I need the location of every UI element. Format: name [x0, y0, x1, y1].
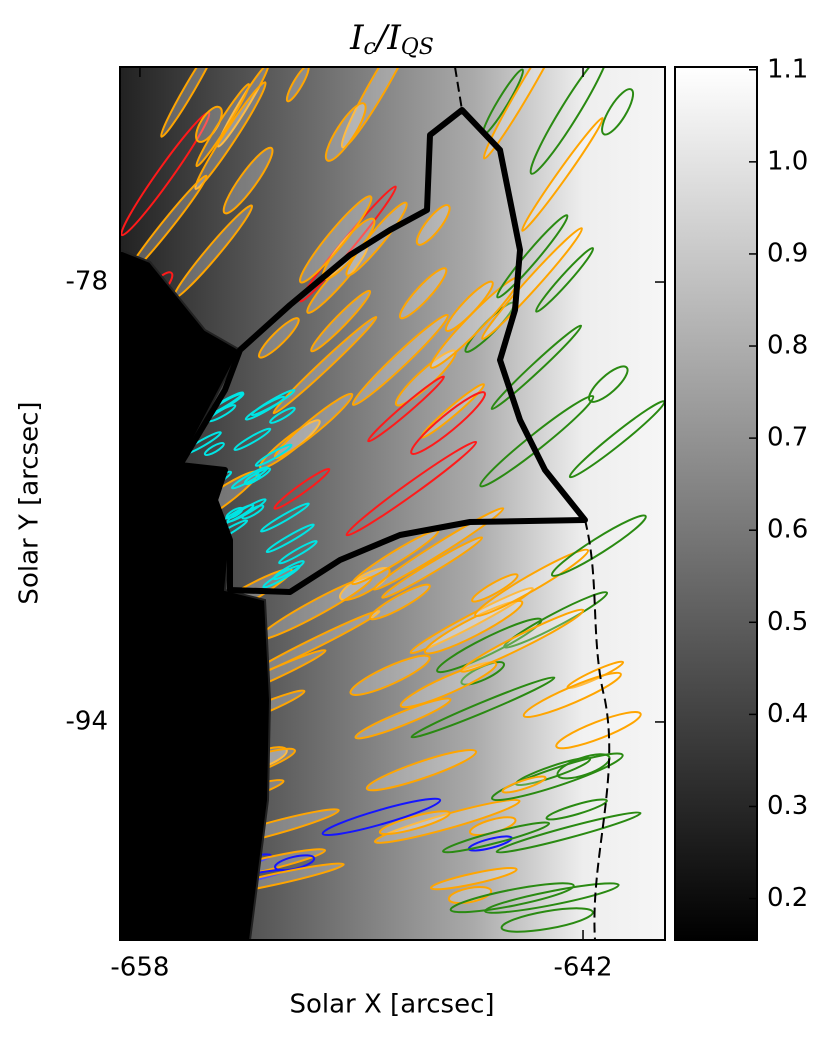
- colorbar-tick-label: 0.8: [767, 331, 808, 361]
- contour: [398, 267, 448, 320]
- contour: [195, 83, 251, 168]
- y-tick-label: -78: [66, 267, 108, 297]
- contour: [324, 102, 367, 162]
- title-part: c: [364, 35, 376, 60]
- contour: [410, 676, 556, 739]
- contour: [278, 540, 318, 565]
- intensity-map: [120, 67, 665, 940]
- colorbar-tick-label: 1.0: [767, 146, 808, 176]
- plot-frame: [119, 66, 666, 941]
- chart-title: Ic/IQS: [349, 18, 434, 60]
- contour: [338, 567, 391, 601]
- colorbar-tick-label: 1.1: [767, 54, 808, 84]
- contour: [272, 315, 378, 415]
- contour: [365, 748, 478, 792]
- contour: [265, 523, 315, 554]
- contour: [521, 117, 604, 232]
- contour: [471, 573, 519, 603]
- contour: [490, 324, 583, 410]
- contour: [529, 67, 610, 175]
- colorbar-tick-label: 0.7: [767, 423, 808, 453]
- contour: [410, 391, 487, 455]
- contour: [436, 617, 543, 674]
- colorbar-tick-label: 0.9: [767, 238, 808, 268]
- colorbar: [674, 66, 758, 941]
- contour: [373, 798, 521, 844]
- contour: [354, 697, 452, 740]
- title-part: /I: [373, 18, 401, 58]
- contour: [372, 507, 505, 591]
- colorbar-tick-label: 0.6: [767, 515, 808, 545]
- contour: [500, 907, 594, 933]
- contour: [340, 67, 420, 149]
- colorbar-tick-label: 0.4: [767, 699, 808, 729]
- contour: [447, 885, 493, 905]
- contour: [298, 195, 373, 284]
- contour: [310, 289, 372, 353]
- y-tick-label: -94: [66, 706, 108, 736]
- contour: [321, 797, 442, 837]
- contour: [481, 227, 583, 340]
- contour: [367, 375, 445, 443]
- contour: [262, 564, 301, 589]
- contour: [160, 67, 220, 138]
- contour: [269, 406, 296, 424]
- contour: [225, 506, 244, 520]
- contour: [250, 389, 296, 417]
- contour: [381, 536, 484, 599]
- colorbar-tick-label: 0.3: [767, 791, 808, 821]
- title-part: QS: [401, 35, 434, 60]
- contour: [430, 866, 518, 891]
- x-tick-label: -642: [554, 953, 613, 983]
- contour: [522, 671, 622, 719]
- contour: [351, 313, 449, 406]
- contour: [491, 752, 624, 802]
- y-axis-label: Solar Y [arcsec]: [15, 401, 45, 604]
- x-tick-label: -658: [110, 953, 169, 983]
- contour: [222, 146, 274, 215]
- contour: [482, 67, 567, 160]
- contour: [496, 214, 569, 299]
- contour: [442, 821, 551, 854]
- contour: [345, 440, 478, 537]
- contour: [399, 661, 498, 709]
- colorbar-tick-label: 0.2: [767, 883, 808, 913]
- contour: [535, 247, 595, 313]
- contour: [550, 514, 647, 577]
- contour: [378, 810, 451, 836]
- contour: [257, 317, 300, 359]
- colorbar-tick-label: 0.5: [767, 607, 808, 637]
- contour: [194, 81, 267, 190]
- contour: [423, 599, 524, 655]
- contour: [254, 443, 293, 467]
- contour: [349, 654, 431, 696]
- contour: [479, 394, 595, 488]
- contour: [545, 798, 608, 821]
- contour: [203, 441, 225, 457]
- x-axis-label: Solar X [arcsec]: [289, 990, 494, 1020]
- contour: [555, 711, 642, 750]
- contour: [368, 583, 431, 621]
- contour: [231, 466, 269, 490]
- contour: [460, 608, 585, 673]
- contour: [601, 88, 635, 136]
- contour: [415, 204, 451, 246]
- contour: [285, 67, 310, 103]
- contour: [588, 365, 629, 403]
- contour: [474, 548, 590, 618]
- contour: [501, 775, 547, 794]
- contour: [495, 811, 642, 854]
- title-part: I: [349, 18, 364, 58]
- contour: [260, 502, 310, 533]
- contour: [273, 467, 331, 510]
- contour: [233, 427, 272, 451]
- contour: [449, 882, 575, 914]
